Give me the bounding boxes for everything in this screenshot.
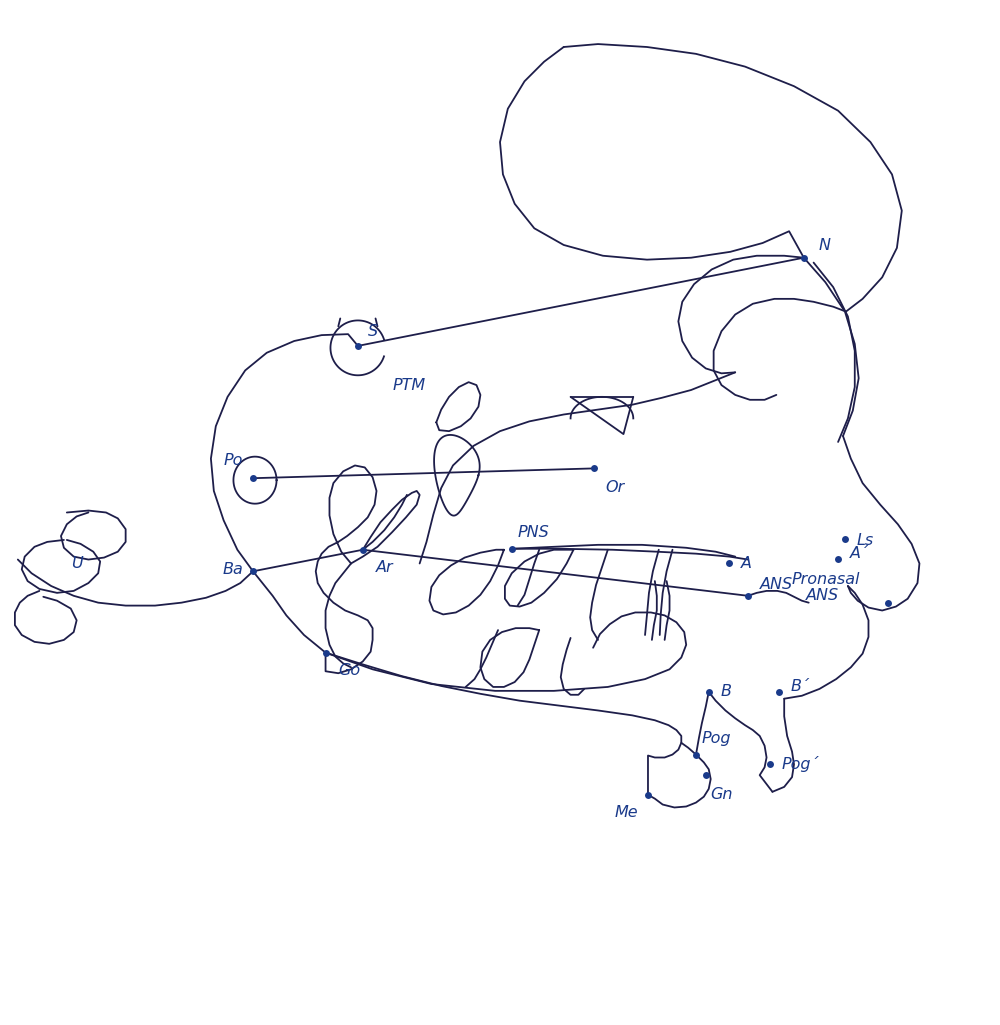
Text: Pronasal: Pronasal: [792, 572, 861, 586]
Text: PTM: PTM: [392, 377, 425, 393]
Text: B´: B´: [791, 680, 810, 695]
Text: A: A: [741, 556, 752, 571]
Text: Gn: Gn: [711, 787, 733, 803]
Text: B: B: [720, 685, 732, 699]
Text: Ba: Ba: [222, 562, 243, 577]
Text: A´: A´: [850, 546, 869, 561]
Text: ANS: ANS: [760, 576, 793, 591]
Text: Ls: Ls: [857, 533, 874, 548]
Text: S: S: [368, 324, 378, 338]
Text: Pog: Pog: [702, 732, 731, 746]
Text: PNS: PNS: [518, 525, 549, 539]
Text: Or: Or: [606, 481, 625, 495]
Text: Ar: Ar: [376, 560, 393, 575]
Text: Po: Po: [224, 453, 243, 468]
Text: ANS: ANS: [806, 588, 839, 604]
Text: U: U: [71, 556, 83, 571]
Text: Go: Go: [338, 663, 360, 678]
Text: Pog´: Pog´: [781, 756, 819, 773]
Text: N: N: [819, 239, 831, 253]
Text: Me: Me: [615, 805, 638, 820]
